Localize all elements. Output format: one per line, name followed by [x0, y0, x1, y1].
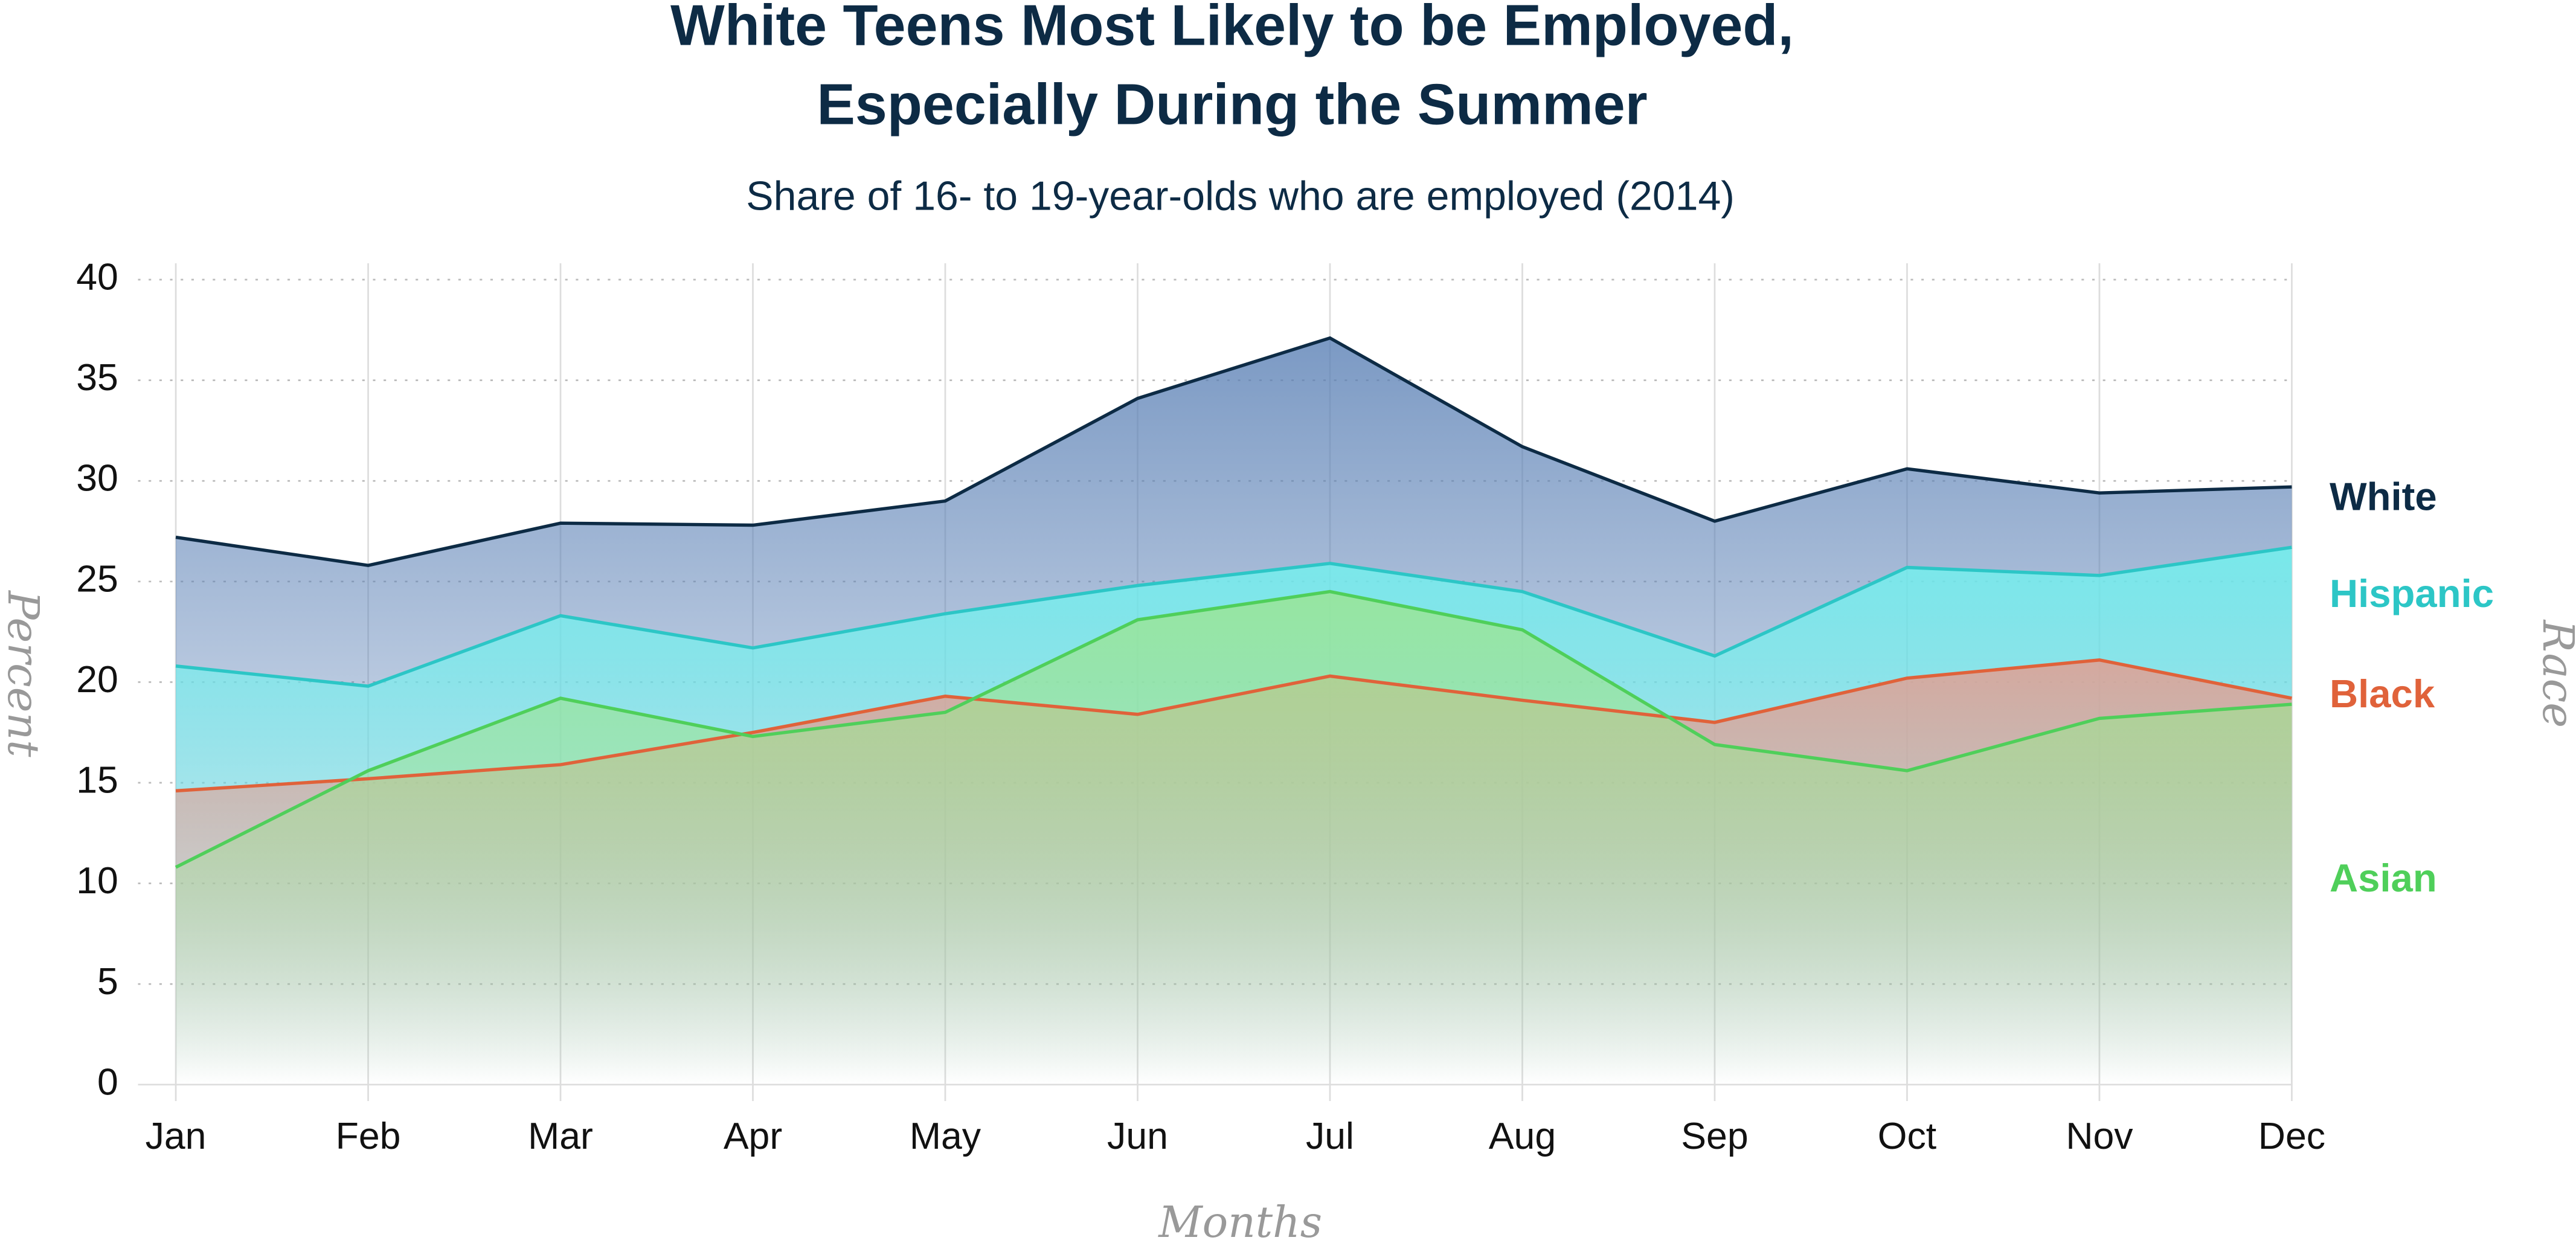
series-line — [175, 545, 2292, 688]
y-tick-label: 35 — [76, 356, 118, 399]
series-area — [176, 591, 2292, 1085]
series-line — [175, 658, 2292, 793]
legend-title: Race — [2533, 619, 2576, 728]
chart-title: Especially During the Summer — [817, 72, 1647, 136]
x-tick-label: Sep — [1681, 1115, 1748, 1157]
x-tick-label: Mar — [528, 1115, 593, 1157]
y-tick-label: 15 — [76, 759, 118, 801]
y-tick-label: 10 — [76, 859, 118, 902]
legend-label: Hispanic — [2330, 571, 2494, 615]
x-tick-label: Jan — [146, 1115, 207, 1157]
x-axis-label: Months — [1157, 1197, 1322, 1246]
x-tick-label: Feb — [336, 1115, 401, 1157]
x-tick-label: Jul — [1306, 1115, 1354, 1157]
series-line — [175, 336, 2292, 567]
y-tick-label: 5 — [97, 960, 118, 1003]
y-tick-label: 30 — [76, 457, 118, 499]
chart-subtitle: Share of 16- to 19-year-olds who are emp… — [746, 173, 1735, 219]
legend-label: Black — [2330, 672, 2435, 716]
y-tick-label: 25 — [76, 557, 118, 600]
y-axis-label: Percent — [0, 589, 48, 757]
x-tick-label: May — [910, 1115, 981, 1157]
x-tick-label: Apr — [724, 1115, 782, 1157]
y-tick-label: 40 — [76, 256, 118, 298]
legend-label: Asian — [2330, 856, 2437, 900]
x-tick-label: Jun — [1107, 1115, 1168, 1157]
x-tick-label: Aug — [1489, 1115, 1556, 1157]
y-tick-label: 20 — [76, 658, 118, 701]
x-tick-label: Dec — [2258, 1115, 2325, 1157]
x-tick-label: Oct — [1878, 1115, 1936, 1157]
y-tick-label: 0 — [97, 1061, 118, 1103]
series-line — [175, 589, 2292, 869]
legend-label: White — [2330, 475, 2437, 519]
chart-title: White Teens Most Likely to be Employed, — [670, 0, 1794, 58]
x-tick-label: Nov — [2066, 1115, 2133, 1157]
